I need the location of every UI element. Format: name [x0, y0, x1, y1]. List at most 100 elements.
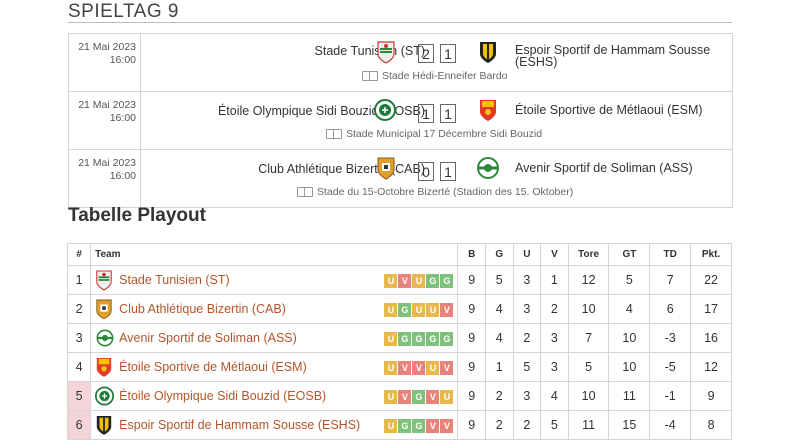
team-link[interactable]: Étoile Olympique Sidi Bouzid (EOSB) — [119, 389, 327, 403]
form-badge: V — [398, 390, 412, 404]
stadium-icon — [326, 129, 342, 140]
cab-crest-icon — [377, 157, 395, 180]
form-badge: G — [398, 332, 412, 346]
form-badge: U — [426, 303, 440, 317]
rank: 5 — [66, 381, 92, 411]
match-row[interactable]: 21 Mai 2023 16:00 Stade Tunisien (ST) 2 1… — [69, 34, 732, 92]
table-row[interactable]: 4 Étoile Sportive de Métlaoui (ESM) U V V U V 9… — [66, 352, 732, 382]
team-link[interactable]: Stade Tunisien (ST) — [119, 273, 230, 287]
team-link[interactable]: Club Athlétique Bizertin (CAB) — [119, 302, 286, 316]
rank: 2 — [66, 294, 92, 324]
away-team[interactable]: Avenir Sportif de Soliman (ASS) — [515, 161, 693, 175]
goals-against: 10 — [608, 323, 651, 353]
team-link[interactable]: Étoile Sportive de Métlaoui (ESM) — [119, 360, 307, 374]
lost: 1 — [540, 265, 569, 295]
drawn: 3 — [512, 381, 542, 411]
stade-tunisien-crest-icon — [377, 41, 395, 64]
match-row[interactable]: 21 Mai 2023 16:00 Étoile Olympique Sidi B… — [69, 92, 732, 150]
match-row[interactable]: 21 Mai 2023 16:00 Club Athlétique Bizerti… — [69, 150, 732, 207]
standings-title: Tabelle Playout — [68, 205, 206, 226]
away-team[interactable]: Étoile Sportive de Métlaoui (ESM) — [515, 103, 703, 117]
table-row[interactable]: 5 Étoile Olympique Sidi Bouzid (EOSB) U V G V… — [66, 381, 732, 411]
home-score: 0 — [418, 162, 434, 181]
form-badge: G — [412, 332, 426, 346]
table-row[interactable]: 1 Stade Tunisien (ST) U V U G G 9 5 3 1 12 5 7 22 — [66, 265, 732, 295]
points: 8 — [690, 410, 732, 440]
won: 2 — [485, 410, 514, 440]
team-link[interactable]: Avenir Sportif de Soliman (ASS) — [119, 331, 297, 345]
form-badge: V — [440, 419, 454, 433]
match-datetime: 21 Mai 2023 16:00 — [69, 150, 141, 207]
standings-table: # Team B G U V Tore GT TD Pkt. 1 Stade Tu… — [66, 243, 732, 440]
form-badge: U — [384, 274, 398, 288]
goals-against: 11 — [608, 381, 651, 411]
goals-for: 10 — [567, 381, 610, 411]
goals-for: 12 — [567, 265, 610, 295]
form-badge: U — [384, 390, 398, 404]
played: 9 — [457, 294, 486, 324]
team-link[interactable]: Espoir Sportif de Hammam Sousse (ESHS) — [119, 418, 361, 432]
goals-for: 7 — [567, 323, 610, 353]
rank: 4 — [66, 352, 92, 382]
away-score: 1 — [440, 44, 456, 63]
points: 22 — [690, 265, 732, 295]
drawn: 2 — [512, 410, 542, 440]
home-team[interactable]: Club Athlétique Bizertin (CAB) — [258, 162, 425, 176]
eshs-crest-icon — [95, 414, 113, 436]
form-badge: U — [412, 274, 426, 288]
form-badge: V — [426, 390, 440, 404]
drawn: 2 — [512, 323, 542, 353]
form-badge: U — [412, 303, 426, 317]
venue: Stade Hédi-Enneifer Bardo — [362, 70, 508, 82]
lost: 3 — [540, 323, 569, 353]
col-drawn: U — [512, 243, 542, 266]
home-team[interactable]: Stade Tunisien (ST) — [314, 44, 425, 58]
form-badge: G — [412, 419, 426, 433]
col-team: Team — [90, 243, 459, 266]
goal-diff: 6 — [649, 294, 692, 324]
goals-against: 5 — [608, 265, 651, 295]
form-badge: V — [412, 361, 426, 375]
form-badge: G — [440, 274, 454, 288]
away-team[interactable]: Espoir Sportif de Hammam Sousse (ESHS) — [515, 43, 711, 69]
home-score: 1 — [418, 104, 434, 123]
won: 4 — [485, 323, 514, 353]
drawn: 3 — [512, 294, 542, 324]
col-played: B — [457, 243, 486, 266]
form-badge: U — [384, 332, 398, 346]
lost: 4 — [540, 381, 569, 411]
table-row[interactable]: 2 Club Athlétique Bizertin (CAB) U G U U V 9 4 3 2… — [66, 294, 732, 324]
table-row[interactable]: 3 Avenir Sportif de Soliman (ASS) U G G G G 9 4 2… — [66, 323, 732, 353]
home-team[interactable]: Étoile Olympique Sidi Bouzid (EOSB) — [217, 104, 425, 118]
table-row[interactable]: 6 Espoir Sportif de Hammam Sousse (ESHS) U… — [66, 410, 732, 440]
title-divider — [68, 22, 732, 23]
ass-crest-icon — [477, 157, 499, 179]
col-lost: V — [540, 243, 569, 266]
eosb-crest-icon — [374, 99, 396, 121]
played: 9 — [457, 352, 486, 382]
form-badge: U — [426, 361, 440, 375]
col-points: Pkt. — [690, 243, 732, 266]
goal-diff: -4 — [649, 410, 692, 440]
eosb-crest-icon — [95, 385, 115, 407]
rank: 1 — [66, 265, 92, 295]
venue: Stade du 15-Octobre Bizerté (Stadion des… — [297, 186, 573, 198]
match-datetime: 21 Mai 2023 16:00 — [69, 92, 141, 149]
col-goals-for: Tore — [567, 243, 610, 266]
form-badge: G — [440, 332, 454, 346]
esm-crest-icon — [480, 100, 496, 121]
form-badge: V — [440, 303, 454, 317]
drawn: 5 — [512, 352, 542, 382]
matchday-title: SPIELTAG 9 — [68, 1, 179, 22]
away-score: 1 — [440, 104, 456, 123]
away-score: 1 — [440, 162, 456, 181]
matches-list: 21 Mai 2023 16:00 Stade Tunisien (ST) 2 1… — [68, 33, 733, 208]
venue: Stade Municipal 17 Décembre Sidi Bouzid — [326, 128, 542, 140]
team-cell: Étoile Olympique Sidi Bouzid (EOSB) U V G V U — [90, 381, 459, 411]
points: 9 — [690, 381, 732, 411]
won: 1 — [485, 352, 514, 382]
